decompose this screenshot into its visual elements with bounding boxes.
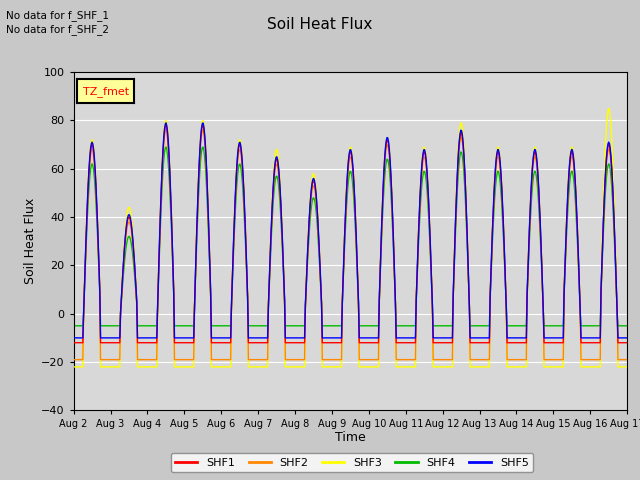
Text: No data for f_SHF_1: No data for f_SHF_1 <box>6 10 109 21</box>
Text: Soil Heat Flux: Soil Heat Flux <box>268 17 372 32</box>
Legend: SHF1, SHF2, SHF3, SHF4, SHF5: SHF1, SHF2, SHF3, SHF4, SHF5 <box>171 453 533 472</box>
X-axis label: Time: Time <box>335 431 366 444</box>
Text: No data for f_SHF_2: No data for f_SHF_2 <box>6 24 109 35</box>
Text: TZ_fmet: TZ_fmet <box>83 86 129 96</box>
Y-axis label: Soil Heat Flux: Soil Heat Flux <box>24 198 37 284</box>
